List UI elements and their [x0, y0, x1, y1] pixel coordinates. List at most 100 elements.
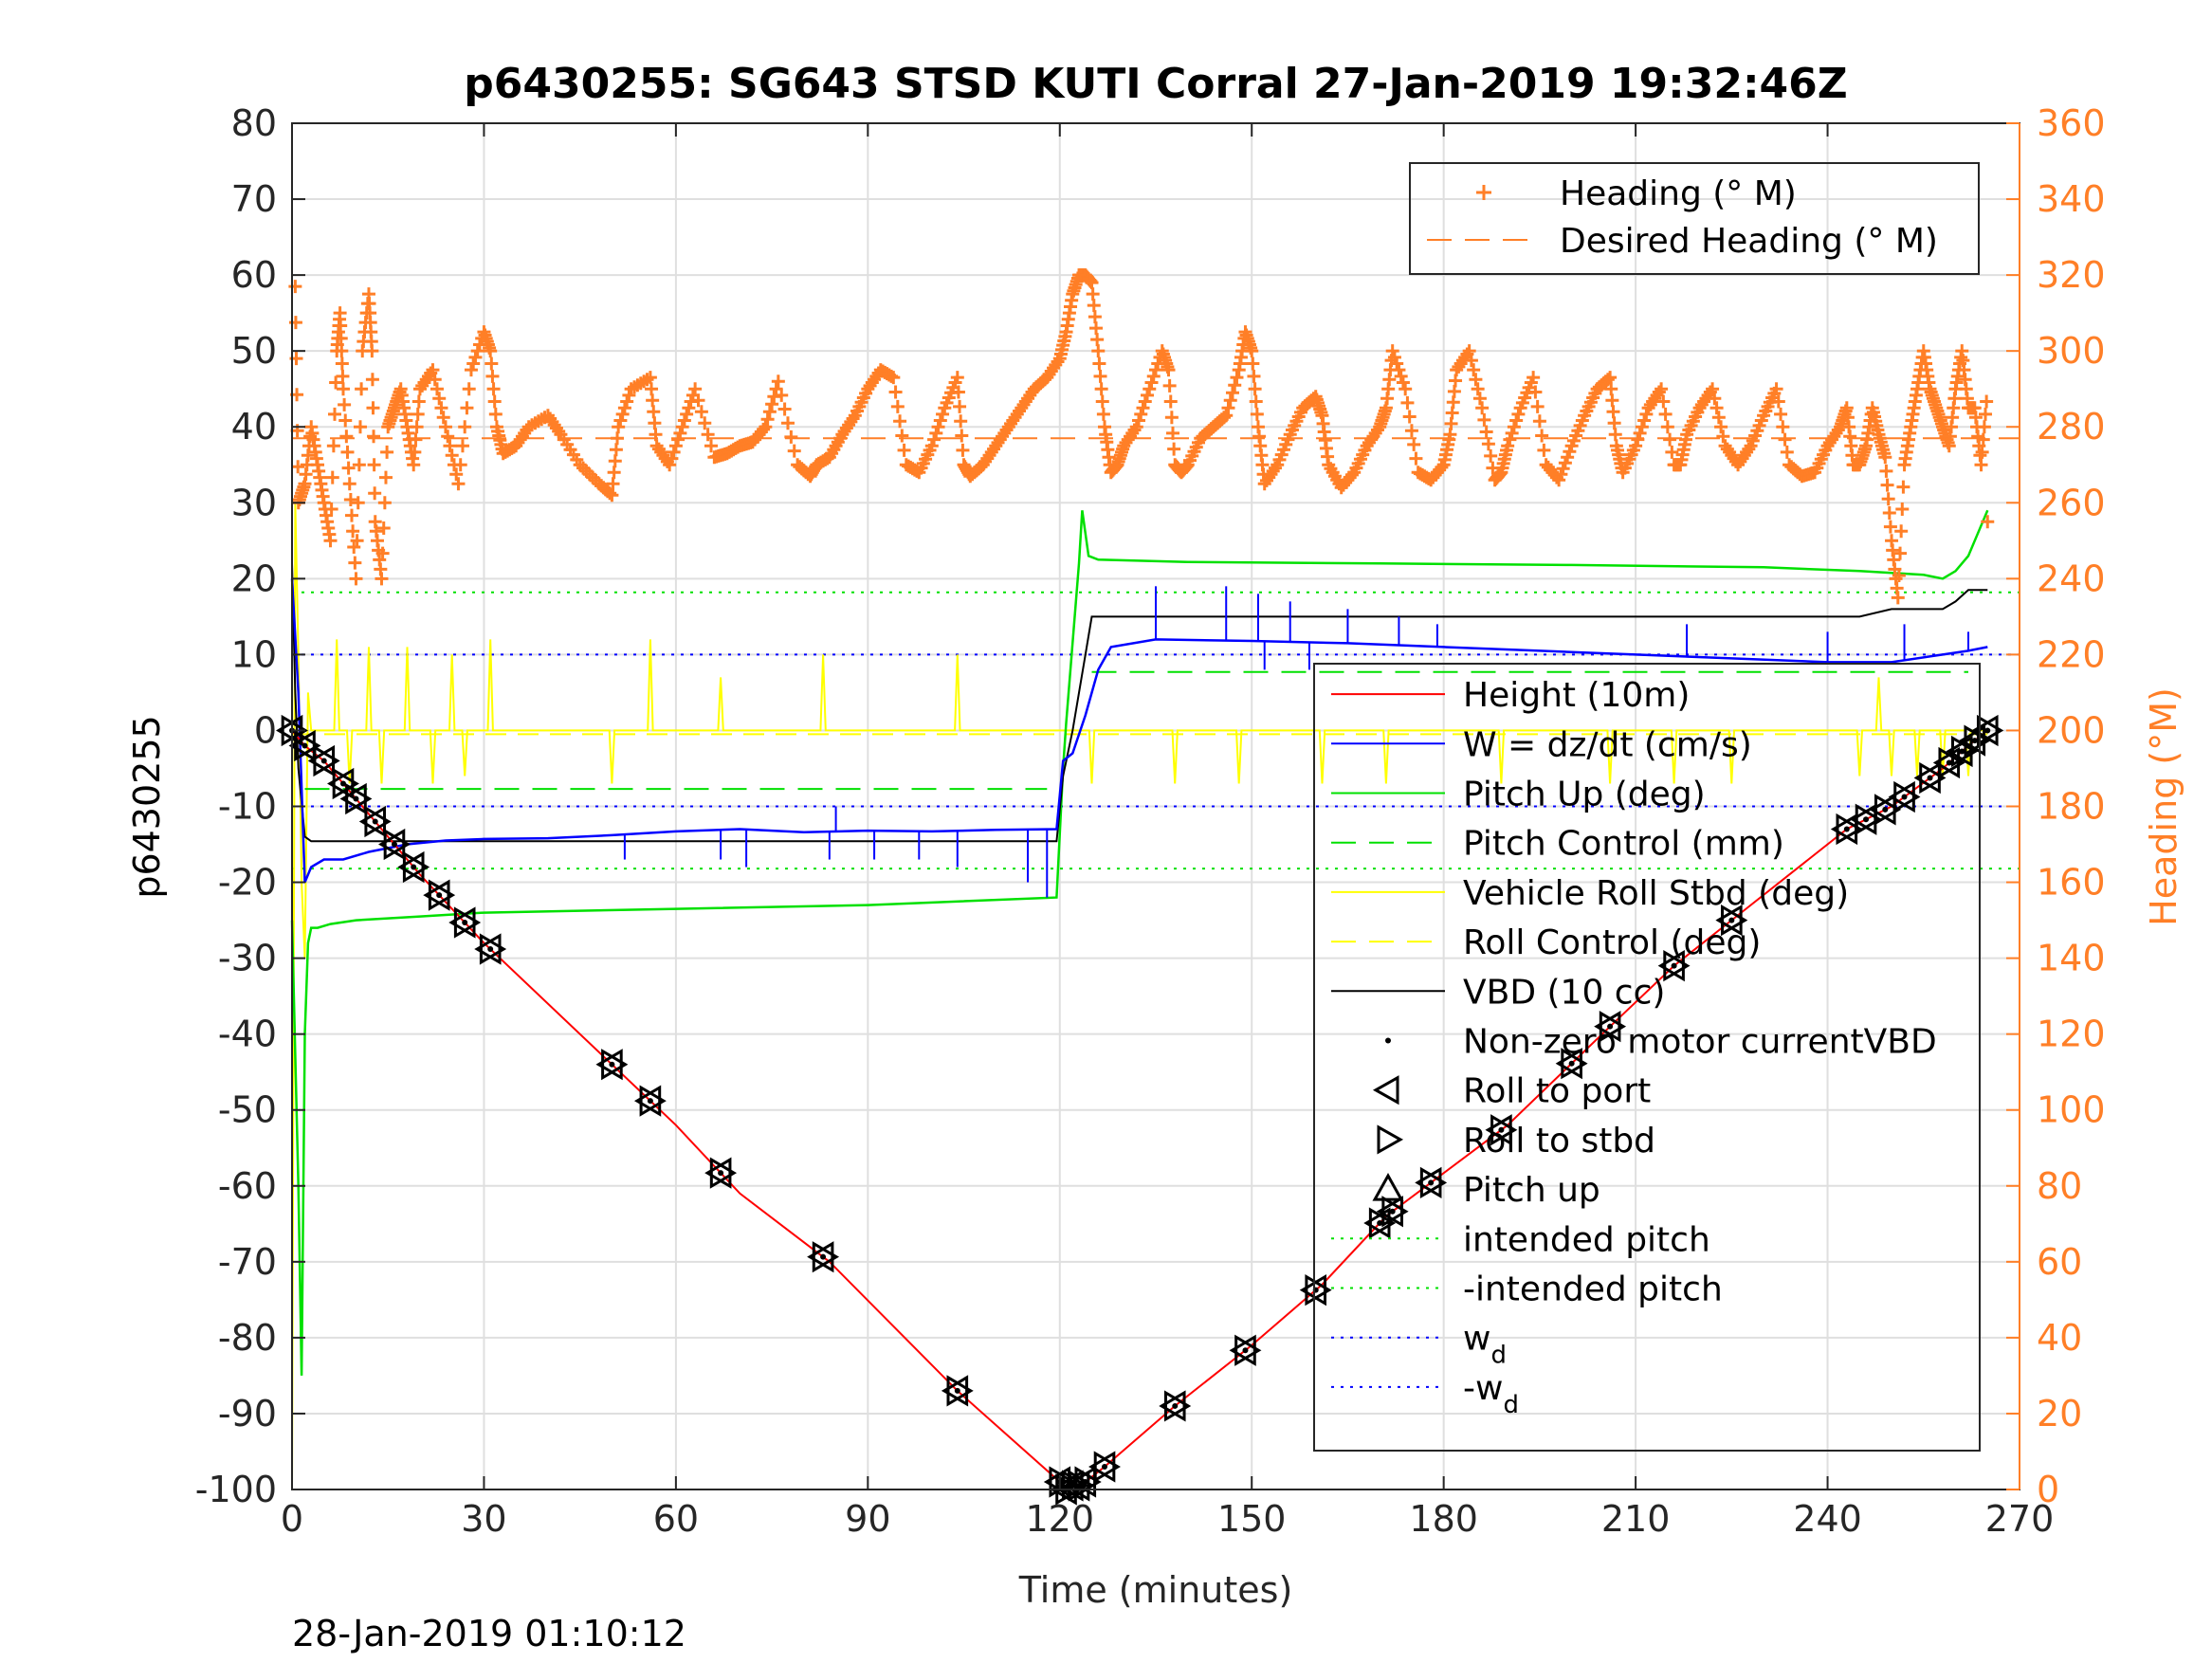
heading-point [1507, 420, 1521, 434]
roll-to-stbd-marker [1305, 1274, 1332, 1307]
legend-label: Pitch Control (mm) [1463, 825, 1784, 864]
heading-point [1709, 401, 1724, 415]
heading-point [1603, 371, 1618, 385]
vbd-motor-dot [436, 892, 443, 899]
roll-to-stbd-marker [1964, 724, 1991, 757]
heading-point [1221, 401, 1235, 415]
heading-point [1882, 505, 1896, 520]
roll-to-port-marker [941, 1375, 969, 1407]
vbd-motor-dot [1728, 917, 1735, 923]
heading-point [1708, 392, 1722, 406]
heading-point [1467, 363, 1481, 377]
heading-point [1392, 363, 1406, 377]
heading-point [673, 426, 687, 440]
roll-to-port-marker [423, 879, 450, 911]
heading-point [1090, 333, 1105, 347]
heading-point [365, 344, 379, 358]
roll-to-stbd-marker [1836, 813, 1863, 846]
heading-point [288, 280, 302, 294]
heading-point [1631, 432, 1645, 447]
vbd-motor-dot [411, 864, 417, 870]
heading-point [484, 356, 499, 371]
heading-point [336, 382, 350, 396]
heading-point [375, 572, 389, 586]
heading-point [1087, 299, 1101, 313]
roll-to-stbd-marker [1893, 780, 1921, 813]
heading-point [691, 393, 705, 408]
heading-point [1245, 344, 1259, 358]
heading-point [1481, 437, 1495, 451]
y-axis-label-right: Heading (°M) [2143, 687, 2185, 926]
x-tick-label: 210 [1601, 1498, 1671, 1540]
y-tick-label-right: 80 [2037, 1165, 2082, 1207]
heading-point [1608, 428, 1622, 442]
roll-to-stbd-marker [402, 850, 430, 884]
heading-point [615, 407, 630, 421]
roll-to-stbd-marker [709, 1157, 738, 1189]
heading-point [351, 496, 365, 510]
legend-swatch [1385, 1037, 1391, 1044]
heading-point [936, 407, 950, 421]
heading-point [1246, 356, 1260, 371]
heading-point [428, 373, 442, 387]
heading-point [1635, 420, 1649, 434]
heading-point [1409, 451, 1423, 466]
heading-point [1248, 382, 1262, 396]
roll-to-stbd-marker [345, 782, 373, 815]
legend-label: Desired Heading (° M) [1560, 222, 1938, 261]
heading-point [464, 363, 478, 377]
heading-point [667, 445, 681, 459]
heading-point [682, 401, 696, 415]
heading-point [1387, 350, 1401, 364]
heading-point [1509, 413, 1524, 428]
roll-to-port-marker [1715, 904, 1743, 937]
heading-point [1976, 432, 1990, 447]
y-tick-label-right: 60 [2037, 1241, 2082, 1283]
roll-to-stbd-marker [1561, 1048, 1588, 1080]
roll-to-port-marker [1376, 1196, 1403, 1228]
heading-point [1435, 460, 1449, 474]
heading-point [897, 443, 911, 457]
roll-to-stbd-marker [1950, 735, 1979, 768]
heading-point [1093, 369, 1107, 383]
heading-point [605, 488, 619, 503]
heading-point [1164, 411, 1179, 425]
marker-layer [276, 714, 2004, 1506]
heading-point [1878, 450, 1892, 465]
heading-point [1663, 432, 1677, 447]
heading-point [1629, 439, 1643, 453]
vbd-motor-dot [372, 818, 378, 825]
heading-point [1778, 432, 1792, 447]
heading-point [1477, 412, 1491, 427]
footer-timestamp: 28-Jan-2019 01:10:12 [292, 1613, 686, 1654]
heading-point [648, 416, 662, 430]
vbd-motor-dot [1428, 1179, 1435, 1186]
heading-point [1883, 520, 1897, 534]
vbd-motor-dot [320, 758, 327, 764]
vbd-motor-dot [1843, 826, 1850, 832]
vbd-motor-dot [1102, 1463, 1108, 1470]
heading-point [1096, 407, 1110, 421]
heading-point [436, 411, 450, 425]
heading-point [1891, 591, 1905, 605]
y-tick-label-left: -30 [218, 938, 277, 979]
heading-point [1537, 443, 1551, 457]
heading-point [335, 356, 349, 371]
heading-point [1505, 426, 1519, 440]
heading-point [1398, 382, 1413, 396]
roll-to-stbd-marker [1368, 1207, 1397, 1239]
roll-to-stbd-marker [294, 729, 321, 762]
legend-label: W = dz/dt (cm/s) [1463, 725, 1752, 764]
heading-point [339, 429, 354, 444]
vbd-motor-dot [1882, 806, 1889, 813]
y-tick-label-right: 280 [2037, 406, 2106, 448]
heading-point [1390, 356, 1404, 371]
heading-point [927, 432, 941, 447]
heading-point [677, 413, 691, 428]
heading-point [455, 439, 469, 453]
heading-point [953, 399, 967, 413]
heading-point [378, 470, 393, 484]
heading-point [1092, 356, 1106, 371]
heading-point [645, 382, 659, 396]
heading-point [1471, 382, 1485, 396]
